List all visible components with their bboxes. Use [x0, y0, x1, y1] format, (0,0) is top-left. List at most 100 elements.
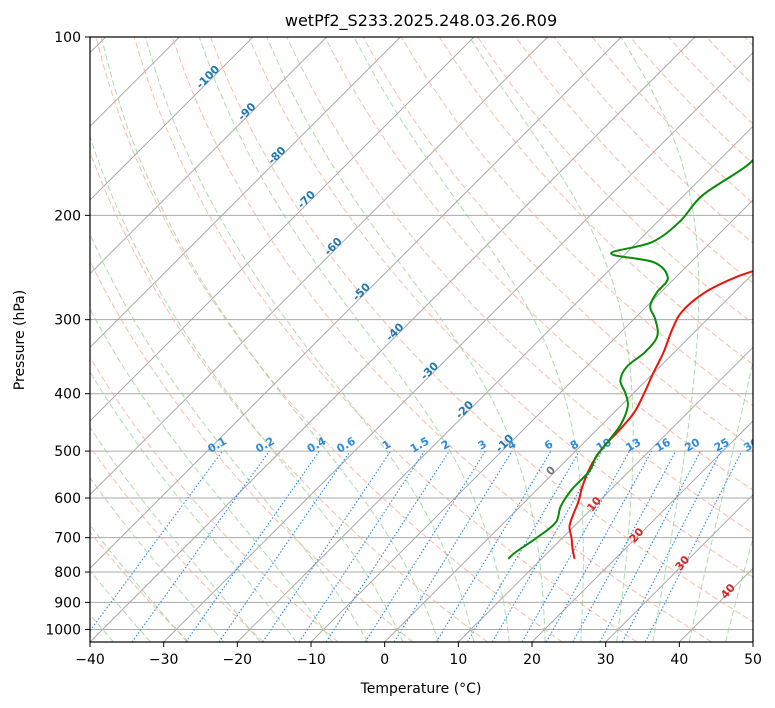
dry-adiabat-line	[133, 37, 638, 642]
y-tick-label: 300	[54, 313, 81, 329]
y-tick-label: 700	[54, 531, 81, 547]
dry-adiabat-line	[591, 37, 753, 204]
x-tick-label: −40	[75, 652, 105, 668]
mixing-ratio-label: 13	[624, 436, 644, 455]
isotherm-line	[90, 37, 475, 422]
isotherm-label: -70	[295, 188, 318, 211]
moist-adiabat-line	[353, 37, 584, 642]
dry-adiabat-line	[95, 37, 563, 642]
y-tick-label: 100	[54, 30, 81, 46]
moist-adiabat-line	[198, 37, 510, 642]
mixing-ratio-line	[325, 450, 450, 642]
mixing-ratio-label: 0.6	[334, 434, 358, 455]
profile-lines	[507, 158, 753, 560]
isotherm-line	[236, 125, 753, 642]
temperature-profile-line	[568, 270, 753, 559]
dry-adiabat-line	[400, 37, 753, 407]
mixing-ratio-label: 0.1	[205, 435, 228, 456]
mixing-ratio-label: 36	[771, 435, 775, 454]
dry-adiabat-line	[210, 37, 753, 623]
mixing-ratio-line	[185, 450, 320, 642]
y-tick-label: 200	[54, 208, 81, 224]
mixing-ratio-line	[644, 450, 743, 642]
y-tick-label: 400	[54, 387, 81, 403]
isotherm-label: -50	[350, 280, 373, 303]
moist-adiabat-line	[144, 37, 475, 642]
mixing-ratio-line	[599, 450, 701, 642]
mixing-ratio-line	[131, 450, 270, 642]
mixing-ratio-label: 1.5	[408, 435, 431, 456]
isotherm-line	[90, 37, 622, 570]
isotherm-label: -20	[453, 398, 476, 421]
moist-adiabat-line	[90, 232, 369, 642]
moist-adiabat-line	[90, 370, 297, 642]
mixing-ratio-label: 8	[568, 438, 581, 453]
y-tick-label: 800	[54, 565, 81, 581]
isotherm-line	[310, 199, 753, 642]
dry-adiabat-line	[706, 37, 753, 86]
x-tick-label: 20	[523, 652, 541, 668]
chart-title: wetPf2_S233.2025.248.03.26.R09	[285, 11, 557, 31]
mixing-ratio-label: 25	[712, 436, 732, 455]
x-tick-label: 10	[449, 652, 467, 668]
mixing-ratio-label: 30	[741, 435, 761, 454]
x-tick-label: −30	[149, 652, 179, 668]
isotherm-line	[90, 37, 549, 496]
moist-adiabat-label: 20	[627, 525, 647, 545]
x-tick-label: 50	[744, 652, 762, 668]
isotherm-line	[752, 641, 753, 642]
mixing-ratio-line	[572, 450, 677, 642]
isotherm-line	[163, 51, 753, 642]
dry-adiabat-line	[515, 37, 753, 284]
mixing-ratio-label: 0.4	[305, 434, 329, 455]
isotherm-label: -60	[322, 235, 345, 258]
isotherm-line	[384, 272, 753, 642]
dry-adiabat-line	[90, 445, 264, 642]
mixing-ratio-line	[435, 450, 552, 642]
mixing-ratio-label: 3	[476, 438, 489, 453]
moist-adiabat-label: 40	[718, 581, 738, 601]
moist-adiabat-label: 30	[673, 553, 693, 573]
dry-adiabat-line	[171, 37, 712, 642]
y-tick-label: 500	[54, 444, 81, 460]
isotherm-label: -40	[383, 320, 406, 343]
y-axis: 100 200 300 400 500 600 700 800 900 1000	[45, 30, 90, 638]
isoline-labels: -100-90-80-70-60-50-40-30-20-1000.1 0.2 0.…	[194, 63, 775, 602]
dewpoint-profile-line	[507, 158, 753, 560]
isotherm-line	[90, 37, 401, 349]
mixing-ratio-line	[298, 450, 425, 642]
moist-adiabat-line	[266, 37, 546, 642]
moist-adiabat-line	[725, 536, 753, 642]
y-tick-label: 1000	[45, 622, 81, 638]
dry-adiabat-line	[477, 37, 753, 325]
moist-adiabat-line	[90, 524, 188, 642]
dry-adiabat-line	[248, 37, 753, 578]
dry-adiabat-line	[553, 37, 753, 244]
dry-adiabat-line	[90, 356, 339, 642]
mixing-ratio-label: 6	[542, 437, 555, 452]
moist-adiabat-line	[620, 37, 700, 642]
x-tick-label: 30	[597, 652, 615, 668]
isotherm-line	[531, 420, 753, 642]
x-tick-label: −20	[223, 652, 253, 668]
dry-adiabat-line	[90, 531, 190, 642]
x-axis-title: Temperature (°C)	[360, 681, 482, 697]
mixing-ratio-line	[621, 450, 722, 642]
moist-adiabat-line	[469, 37, 634, 642]
mixing-ratio-line	[218, 450, 351, 642]
mixing-ratio-line	[393, 450, 513, 642]
isotherm-line	[457, 346, 753, 642]
mixing-ratio-label: 20	[682, 435, 702, 454]
dry-adiabat-line	[668, 37, 753, 125]
isotherm-line	[90, 37, 696, 642]
moist-adiabat-line	[90, 569, 151, 642]
mixing-ratio-line	[521, 450, 630, 642]
x-tick-label: 0	[380, 652, 389, 668]
moist-adiabat-line	[688, 358, 753, 642]
isotherm-line	[90, 37, 328, 275]
moist-adiabat-line	[100, 37, 439, 642]
y-tick-label: 900	[54, 595, 81, 611]
moist-adiabat-line	[90, 426, 261, 642]
moist-adiabat-line	[90, 476, 225, 642]
